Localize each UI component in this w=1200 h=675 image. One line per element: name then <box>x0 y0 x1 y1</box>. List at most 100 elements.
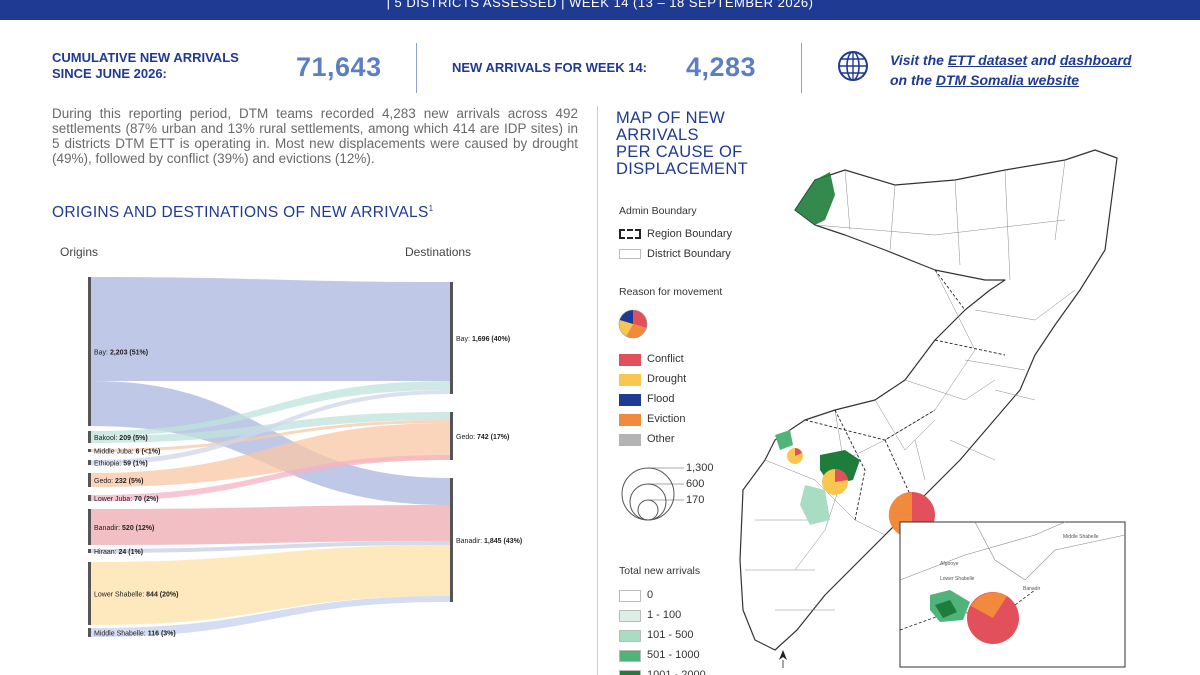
origin-name: Gedo: <box>94 478 115 485</box>
inset-label: Afgooye <box>940 561 959 567</box>
total-class-label: 501 - 1000 <box>647 649 700 661</box>
origin-name: Banadir: <box>94 525 122 532</box>
link-text-mid: and <box>1027 52 1060 68</box>
sankey-origin-label: Bay: 2,203 (51%) <box>94 350 148 357</box>
sankey-origin-label: Banadir: 520 (12%) <box>94 525 154 532</box>
sankey-flow <box>91 420 450 452</box>
region-boundary-label: Region Boundary <box>647 228 733 240</box>
origin-name: Middle Juba: <box>94 449 136 456</box>
reason-swatch <box>619 394 641 406</box>
dtm-somalia-website-link[interactable]: DTM Somalia website <box>935 72 1080 88</box>
reason-heading: Reason for movement <box>619 286 723 298</box>
origin-value: 520 (12%) <box>122 525 154 532</box>
sankey-diagram: Bay: 2,203 (51%) Bakool: 209 (5%) Middle J… <box>88 277 522 638</box>
origin-value: 59 (1%) <box>123 461 148 468</box>
sankey-origin-node <box>88 449 91 452</box>
reason-label: Other <box>647 433 675 445</box>
sankey-flow <box>91 381 450 436</box>
reason-swatch <box>619 354 641 366</box>
sankey-flow <box>91 423 450 487</box>
origin-value: 70 (2%) <box>134 496 159 503</box>
reason-label: Conflict <box>647 353 684 365</box>
sankey-title-text: ORIGINS AND DESTINATIONS OF NEW ARRIVALS <box>52 204 429 222</box>
reason-pie-icon <box>618 309 648 339</box>
origin-name: Ethiopia: <box>94 461 123 468</box>
origin-value: 844 (20%) <box>146 592 178 599</box>
sankey-origin-node <box>88 495 91 501</box>
destination-value: 1,696 (40%) <box>472 336 510 343</box>
reason-label: Eviction <box>647 413 686 425</box>
reason-swatch <box>619 434 641 446</box>
dashboard-link[interactable]: dashboard <box>1059 52 1132 68</box>
sankey-origin-label: Lower Shabelle: 844 (20%) <box>94 592 178 599</box>
link-text-pre: Visit the <box>890 52 948 68</box>
sankey-origin-label: Bakool: 209 (5%) <box>94 435 148 442</box>
size-value-medium: 600 <box>686 478 705 490</box>
sankey-flow <box>91 381 450 505</box>
inset-label: Banadir <box>1023 586 1041 592</box>
origin-name: Lower Juba: <box>94 496 134 503</box>
week-value: 4,283 <box>686 52 757 82</box>
sankey-origin-node <box>88 549 91 553</box>
sankey-destination-label: Gedo: 742 (17%) <box>456 434 509 441</box>
sankey-title: ORIGINS AND DESTINATIONS OF NEW ARRIVALS… <box>52 204 433 222</box>
destination-value: 1,845 (43%) <box>484 538 522 545</box>
footnote-marker: 1 <box>428 204 434 213</box>
destination-name: Gedo: <box>456 434 477 441</box>
sankey-flow <box>91 545 450 625</box>
sankey-destination-node <box>450 478 453 602</box>
week-label: NEW ARRIVALS FOR WEEK 14: <box>452 60 648 75</box>
cumulative-label: CUMULATIVE NEW ARRIVALS SINCE JUNE 2026: <box>52 50 239 82</box>
destination-name: Bay: <box>456 336 472 343</box>
inset-label: Middle Shabelle <box>1063 534 1099 540</box>
sankey-origin-node <box>88 460 91 465</box>
sankey-origin-node <box>88 509 91 545</box>
sankey-flow <box>91 541 450 553</box>
total-class-swatch <box>619 670 641 675</box>
size-legend <box>621 467 684 521</box>
size-value-small: 170 <box>686 494 705 506</box>
origin-value: 24 (1%) <box>119 549 144 556</box>
total-class-label: 1 - 100 <box>647 609 682 621</box>
district-boundary-swatch <box>619 249 641 259</box>
reason-label: Drought <box>647 373 687 385</box>
sankey-origin-node <box>88 473 91 487</box>
size-value-large: 1,300 <box>686 462 714 474</box>
origin-value: 2,203 (51%) <box>110 350 148 357</box>
map-title-line: ARRIVALS <box>616 126 699 144</box>
origin-name: Middle Shabelle: <box>94 631 148 638</box>
region-boundary-swatch <box>619 229 641 239</box>
origins-heading: Origins <box>60 245 99 259</box>
inset-label: Lower Shabelle <box>940 576 975 582</box>
sankey-flow <box>91 277 450 381</box>
sankey-destination-node <box>450 282 453 394</box>
reason-label: Flood <box>647 393 675 405</box>
total-class-label: 101 - 500 <box>647 629 694 641</box>
map-title: MAP OF NEW ARRIVALS PER CAUSE OF DISPLAC… <box>616 110 748 178</box>
total-class-swatch <box>619 590 641 602</box>
sankey-origin-label: Gedo: 232 (5%) <box>94 478 143 485</box>
origin-value: 6 (<1%) <box>136 449 161 456</box>
cumulative-label-line2: SINCE JUNE 2026: <box>52 66 167 81</box>
sankey-flow <box>91 596 450 637</box>
sankey-origin-node <box>88 431 91 443</box>
map-title-line: MAP OF NEW <box>616 109 726 127</box>
sankey-destination-label: Banadir: 1,845 (43%) <box>456 538 522 545</box>
destination-value: 742 (17%) <box>477 434 509 441</box>
destinations-heading: Destinations <box>405 245 472 259</box>
cumulative-label-line1: CUMULATIVE NEW ARRIVALS <box>52 50 239 65</box>
total-class-swatch <box>619 610 641 622</box>
ett-dataset-link[interactable]: ETT dataset <box>947 52 1028 68</box>
column-divider <box>597 106 598 675</box>
sankey-origin-label: Hiraan: 24 (1%) <box>94 549 143 556</box>
admin-boundary-heading: Admin Boundary <box>619 205 697 217</box>
sankey-origin-label: Ethiopia: 59 (1%) <box>94 461 148 468</box>
sankey-origin-label: Middle Shabelle: 116 (3%) <box>94 631 176 638</box>
reason-swatch <box>619 374 641 386</box>
sankey-origin-node <box>88 562 91 625</box>
sankey-destination-label: Bay: 1,696 (40%) <box>456 336 510 343</box>
total-class-label: 1001 - 2000 <box>647 669 706 675</box>
kpi-divider-2 <box>801 43 802 93</box>
origin-value: 209 (5%) <box>119 435 147 442</box>
origin-name: Bakool: <box>94 435 119 442</box>
